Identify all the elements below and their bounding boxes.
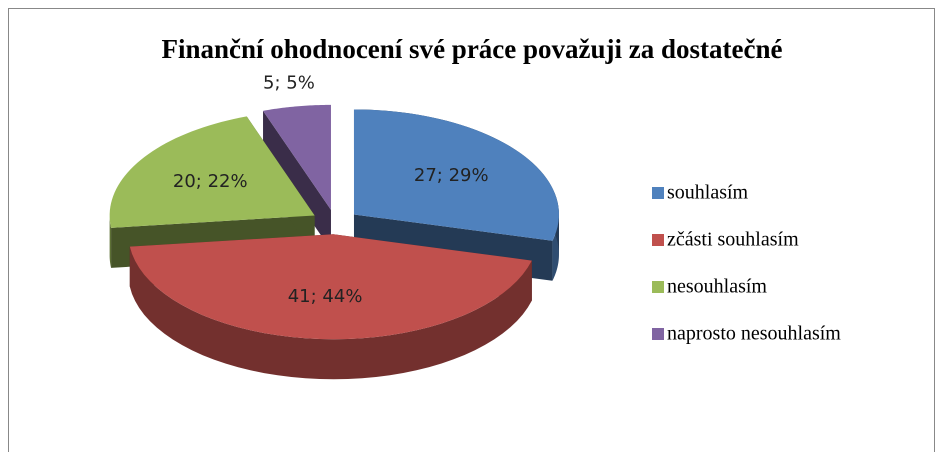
- legend-swatch: [652, 187, 664, 199]
- slice: [353, 109, 559, 241]
- data-label: 5; 5%: [263, 73, 315, 94]
- slice: [263, 104, 331, 210]
- legend-swatch: [652, 328, 664, 340]
- legend-label: zčásti souhlasím: [667, 229, 799, 251]
- data-label: 27; 29%: [414, 165, 489, 186]
- slice: [129, 234, 532, 340]
- data-label: 41; 44%: [288, 286, 363, 307]
- chart-title: Finanční ohodnocení své práce považuji z…: [162, 34, 783, 64]
- slice-side: [109, 215, 112, 268]
- legend-swatch: [652, 281, 664, 293]
- legend-label: naprosto nesouhlasím: [667, 323, 841, 345]
- slice-side: [129, 246, 532, 380]
- slice: [109, 116, 315, 228]
- legend-label: souhlasím: [667, 182, 749, 204]
- data-label: 20; 22%: [173, 171, 248, 192]
- legend-swatch: [652, 234, 664, 246]
- legend-label: nesouhlasím: [667, 276, 767, 298]
